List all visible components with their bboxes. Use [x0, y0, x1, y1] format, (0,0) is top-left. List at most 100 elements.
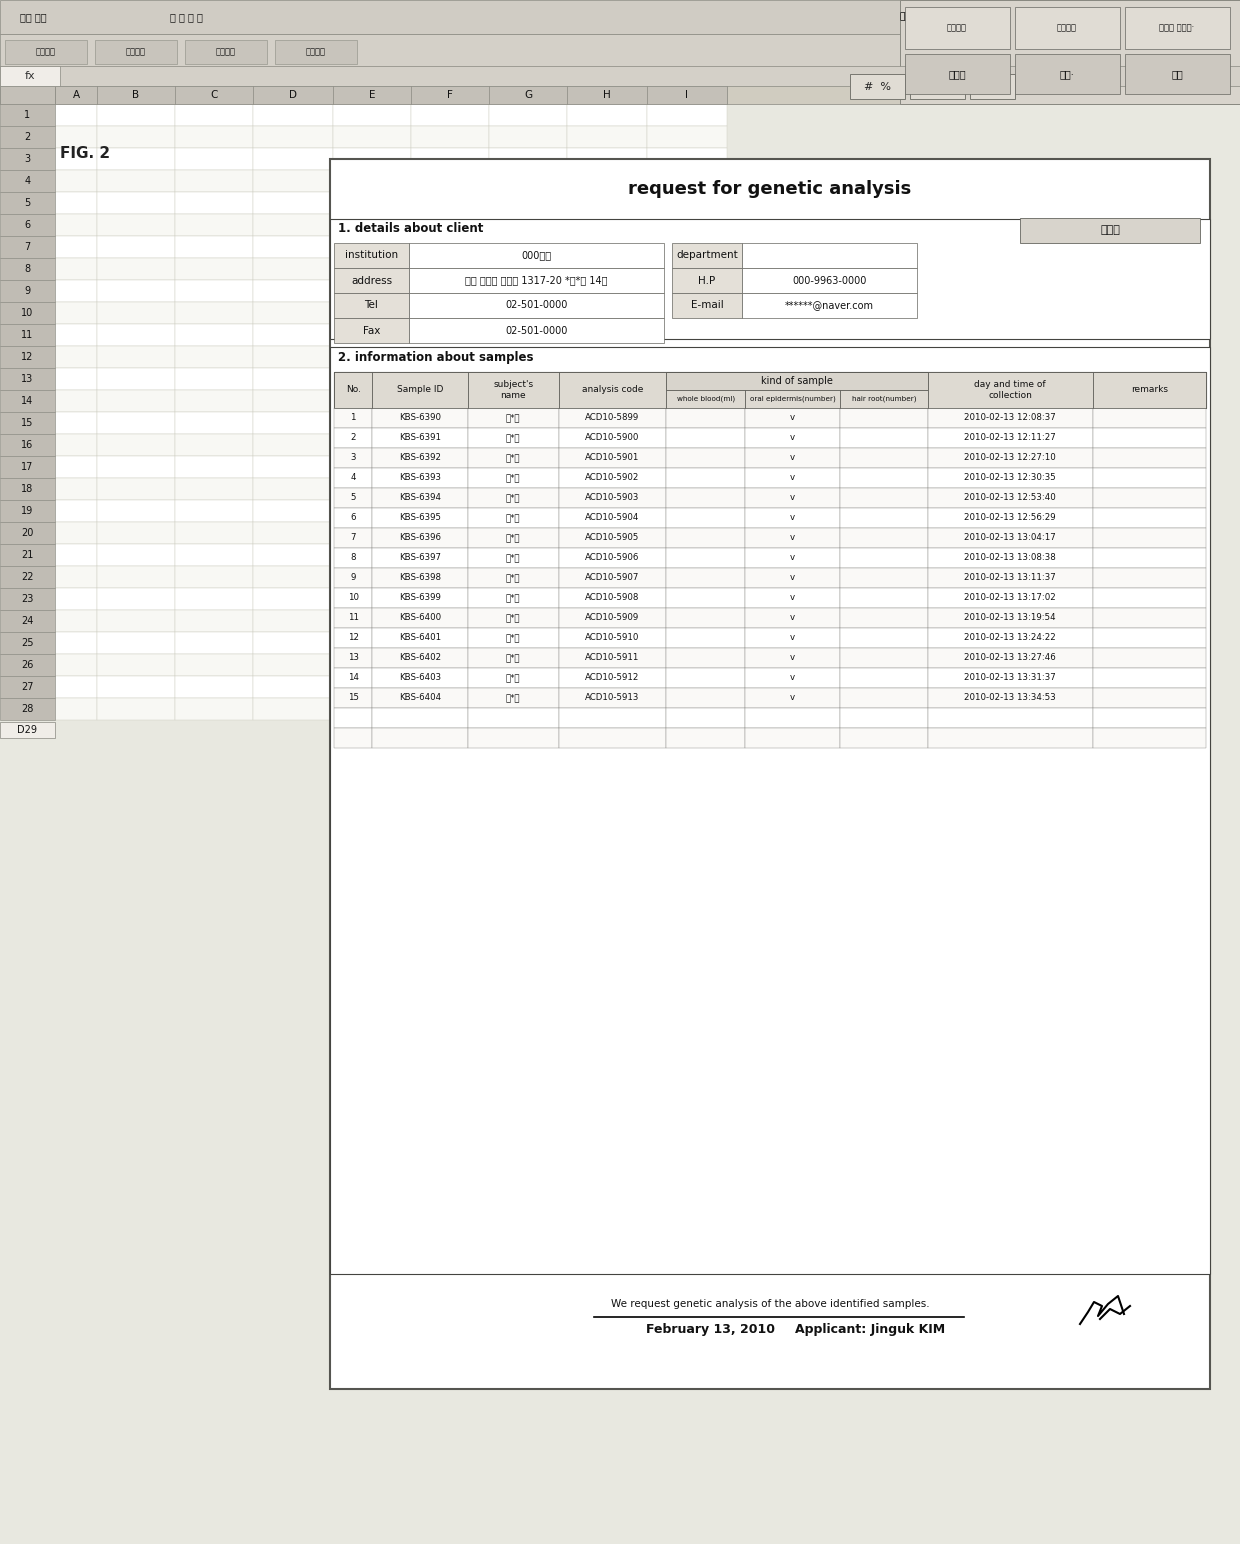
- Bar: [745, 709, 841, 729]
- Bar: [666, 408, 745, 428]
- Bar: [647, 676, 727, 698]
- Bar: [558, 528, 666, 548]
- Bar: [1125, 54, 1230, 94]
- Text: 분류복사: 분류복사: [126, 48, 146, 57]
- Text: A: A: [72, 90, 79, 100]
- Bar: [334, 318, 409, 343]
- Bar: [558, 669, 666, 689]
- Text: 맞음 고딕: 맞음 고딕: [20, 12, 47, 22]
- Bar: [97, 610, 175, 631]
- Bar: [175, 303, 253, 324]
- Bar: [647, 455, 727, 479]
- Bar: [175, 191, 253, 215]
- Bar: [489, 324, 567, 346]
- Bar: [410, 279, 489, 303]
- Bar: [666, 468, 745, 488]
- Bar: [841, 669, 928, 689]
- Bar: [489, 412, 567, 434]
- Text: department: department: [676, 250, 738, 261]
- Bar: [0, 324, 55, 346]
- Bar: [253, 170, 334, 191]
- Bar: [253, 86, 334, 103]
- Bar: [0, 543, 55, 567]
- Bar: [905, 8, 1011, 49]
- Bar: [334, 293, 409, 318]
- Bar: [666, 488, 745, 508]
- Bar: [647, 412, 727, 434]
- Text: 2010-02-13 13:04:17: 2010-02-13 13:04:17: [965, 534, 1056, 542]
- Bar: [672, 269, 742, 293]
- Text: KBS-6396: KBS-6396: [399, 534, 441, 542]
- Bar: [928, 588, 1092, 608]
- Bar: [409, 318, 663, 343]
- Text: #  %: # %: [863, 82, 890, 93]
- Text: 박*교: 박*교: [506, 514, 521, 522]
- Text: 클립보드: 클립보드: [306, 48, 326, 57]
- Text: 신*소: 신*소: [506, 673, 521, 682]
- Bar: [666, 608, 745, 628]
- Bar: [647, 215, 727, 236]
- Text: 20: 20: [21, 528, 33, 537]
- Text: C: C: [211, 90, 218, 100]
- Bar: [647, 655, 727, 676]
- Bar: [253, 412, 334, 434]
- Bar: [742, 269, 918, 293]
- Bar: [489, 367, 567, 391]
- Bar: [55, 303, 97, 324]
- Text: v: v: [790, 534, 795, 542]
- Bar: [410, 215, 489, 236]
- Text: ACD10-5904: ACD10-5904: [585, 514, 640, 522]
- Text: hair root(number): hair root(number): [852, 395, 916, 403]
- Text: 000-9963-0000: 000-9963-0000: [792, 275, 867, 286]
- Bar: [647, 170, 727, 191]
- Bar: [467, 568, 558, 588]
- Bar: [489, 391, 567, 412]
- Text: 2010-02-13 13:31:37: 2010-02-13 13:31:37: [965, 673, 1056, 682]
- Bar: [928, 608, 1092, 628]
- Bar: [410, 127, 489, 148]
- Bar: [745, 391, 841, 408]
- Bar: [97, 324, 175, 346]
- Bar: [558, 468, 666, 488]
- Bar: [334, 367, 410, 391]
- Bar: [666, 428, 745, 448]
- Bar: [558, 428, 666, 448]
- Bar: [55, 655, 97, 676]
- Bar: [745, 729, 841, 747]
- Bar: [1092, 508, 1207, 528]
- Bar: [334, 648, 372, 669]
- Text: E: E: [368, 90, 376, 100]
- Bar: [567, 324, 647, 346]
- Text: 가운데 맞춰음·: 가운데 맞춰음·: [1159, 23, 1194, 32]
- Bar: [372, 408, 467, 428]
- Bar: [0, 69, 1240, 103]
- Bar: [647, 500, 727, 522]
- Bar: [567, 367, 647, 391]
- Bar: [175, 455, 253, 479]
- Text: v: v: [790, 633, 795, 642]
- Bar: [467, 448, 558, 468]
- Bar: [567, 567, 647, 588]
- Bar: [0, 86, 55, 103]
- Bar: [0, 723, 55, 738]
- Text: 이*주: 이*주: [506, 553, 521, 562]
- Bar: [253, 191, 334, 215]
- Text: 4: 4: [351, 474, 356, 482]
- Bar: [0, 655, 55, 676]
- Bar: [410, 367, 489, 391]
- Bar: [849, 74, 905, 99]
- Bar: [467, 488, 558, 508]
- Text: 불러내기: 불러내기: [36, 48, 56, 57]
- Bar: [647, 434, 727, 455]
- Bar: [175, 127, 253, 148]
- Text: v: v: [790, 593, 795, 602]
- Bar: [467, 729, 558, 747]
- Text: 조건부: 조건부: [949, 69, 966, 79]
- Bar: [410, 303, 489, 324]
- Bar: [410, 434, 489, 455]
- Text: 21: 21: [21, 550, 33, 560]
- Bar: [253, 346, 334, 367]
- Bar: [666, 568, 745, 588]
- Bar: [647, 367, 727, 391]
- Text: Tel: Tel: [365, 301, 378, 310]
